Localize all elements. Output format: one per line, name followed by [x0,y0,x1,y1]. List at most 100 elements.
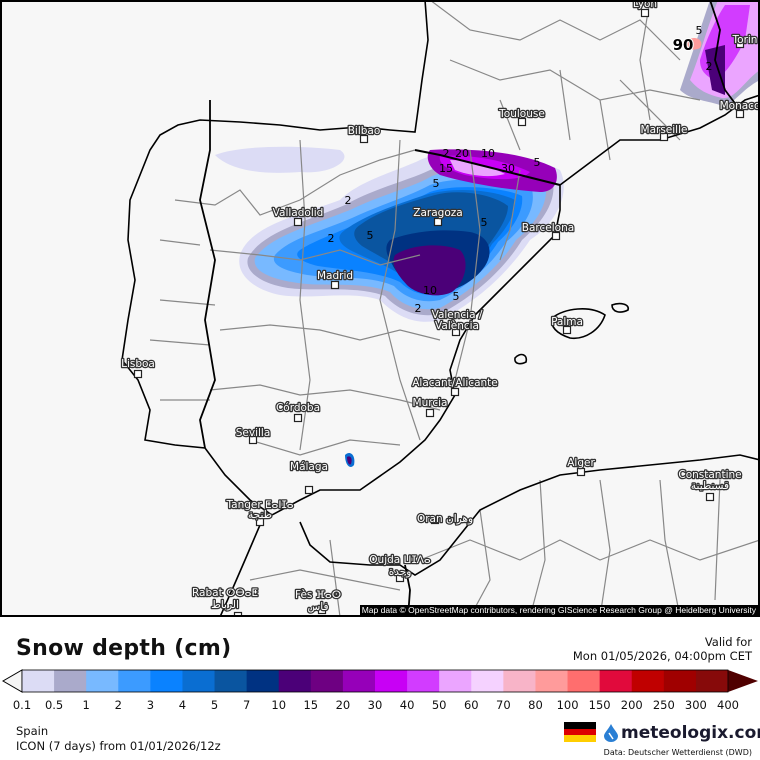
city-label: Murcia [413,397,448,409]
city-marker [293,217,303,227]
city-marker [659,132,669,142]
city-label: Tanger ⵟⴰⵏⵊⴰ [225,499,293,511]
city-marker [133,369,143,379]
legend-tick-label: 20 [336,698,351,712]
city-label: Alacant/Alicante [412,377,498,389]
legend-tick-label: 250 [653,698,675,712]
city-marker [304,485,314,495]
city-marker [735,39,745,49]
city-marker [248,435,258,445]
city-marker [359,134,369,144]
legend-swatch [535,670,569,692]
contour-label: 5 [453,290,460,303]
germany-flag-icon [564,722,596,743]
city-label: Madrid [317,270,353,282]
legend-swatch [471,670,504,692]
region-name: Spain [16,724,49,738]
contour-label: 5 [534,156,541,169]
legend-tick-label: 60 [464,698,479,712]
legend-tick-label: 1 [83,698,90,712]
valid-time: Valid for Mon 01/05/2026, 04:00pm CET [573,635,752,663]
city-label: Málaga [290,461,328,473]
legend-tick-label: 150 [589,698,611,712]
legend-swatch [310,670,344,692]
contour-label: 2 [345,194,352,207]
legend-tick-label: 0.5 [45,698,63,712]
valid-label: Valid for [704,635,752,649]
city-label: Zaragoza [413,207,462,219]
city-marker [735,109,745,119]
legend-tick-label: 15 [303,698,318,712]
city-label: Sevilla [236,427,271,439]
contour-label: 90 [673,36,694,54]
city-label: Oujda ⵡⵊⴷⴰ [369,554,431,566]
legend-swatch [439,670,472,692]
valid-datetime: Mon 01/05/2026, 04:00pm CET [572,649,752,663]
city-label: وجدة [389,566,412,578]
brand-name: meteologix.com [621,723,760,743]
legend-swatch [407,670,440,692]
city-label: Fès ⴼⴰⵙ [295,589,341,601]
city-label: Constantine [678,469,741,481]
legend-swatch [182,670,216,692]
city-label: Valladolid [273,207,324,219]
map-attribution[interactable]: Map data © OpenStreetMap contributors, r… [359,605,758,616]
legend-swatch [375,670,408,692]
legend-tick-label: 5 [211,698,218,712]
model-run: ICON (7 days) from 01/01/2026/12z [16,739,221,753]
city-label: Bilbao [348,125,381,137]
city-label: طنجة [248,509,272,521]
city-marker [451,327,461,337]
city-marker [450,387,460,397]
map-title: Snow depth (cm) [16,636,232,661]
map-background [0,0,760,617]
map-frame [0,0,760,617]
legend-swatch [86,670,119,692]
contour-label: 2 [443,147,450,160]
city-label: Monaco [720,100,760,112]
droplet-icon [604,724,618,742]
legend-swatch [118,670,151,692]
meteologix-logo[interactable]: meteologix.com [604,722,760,744]
legend-swatch [663,670,697,692]
legend-bar-frame [21,669,729,693]
admin-borders [149,0,760,617]
city-label: Rabat ⵔⴱⴰⵟ [192,587,258,599]
legend-tick-label: 0.1 [13,698,31,712]
contour-label: 5 [696,24,703,37]
city-label: Alger [567,457,595,469]
city-label: Valencia / [432,309,483,321]
contour-label: 5 [481,216,488,229]
city-marker [430,515,440,525]
legend-tick-label: 100 [557,698,579,712]
legend-swatch [214,670,248,692]
snow-depth-overlay [215,0,760,467]
city-marker [562,325,572,335]
city-marker [705,492,715,502]
legend-tick-label: 2 [115,698,122,712]
legend-swatch [503,670,536,692]
contour-label: 2 [328,232,335,245]
legend-tick-label: 7 [243,698,250,712]
city-label: الرباط [211,599,239,611]
contour-label: 15 [439,162,453,175]
legend-tick-label: 3 [147,698,154,712]
legend-tick-label: 50 [432,698,447,712]
legend-tick-label: 40 [400,698,415,712]
color-legend: 0.1 0.5 1 2 3 4 5 7 10 15 20 30 40 50 60 70 80 100 150 200 2… [2,669,758,712]
city-marker [640,8,650,18]
legend-swatch [246,670,280,692]
city-label: Toulouse [498,108,545,120]
legend-swatch [150,670,183,692]
legend-swatch [631,670,665,692]
city-marker [551,231,561,241]
data-source: Data: Deutscher Wetterdienst (DWD) [603,748,752,757]
legend-swatch [599,670,633,692]
contour-label: 10 [423,284,437,297]
city-label: Palma [551,316,583,328]
contour-label: 5 [433,177,440,190]
city-marker [255,517,265,527]
legend-tick-label: 10 [271,698,286,712]
